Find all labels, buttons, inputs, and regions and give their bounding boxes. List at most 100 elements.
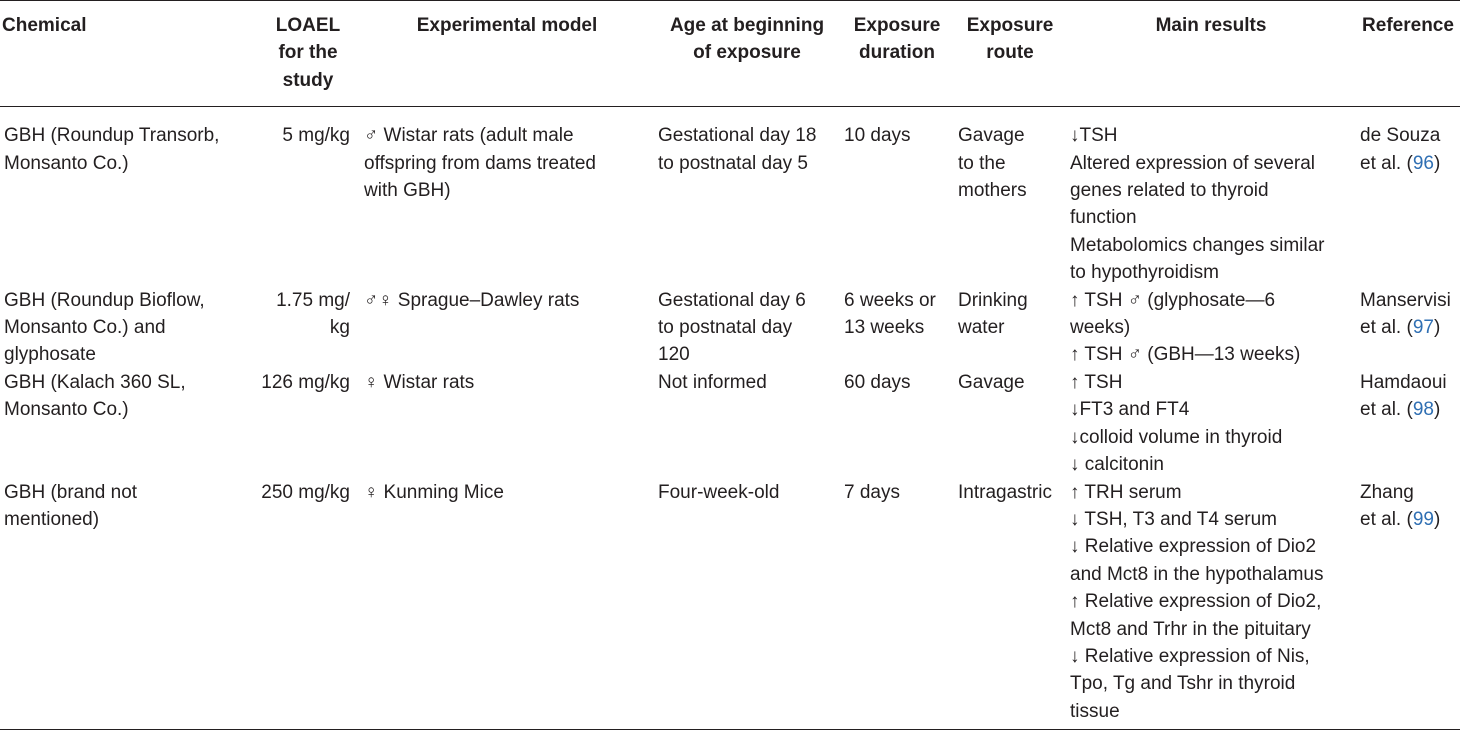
cell-line: GBH (Kalach 360 SL,	[4, 371, 186, 393]
header-row: Chemical LOAEL for the study Experimenta…	[0, 0, 1460, 108]
cell-line: ♀ Wistar rats	[364, 371, 475, 393]
reference-link[interactable]: 99	[1412, 508, 1434, 530]
cell-route: Intragastric	[954, 478, 1066, 731]
table-row: GBH (Roundup Transorb, Monsanto Co.) 5 mg/…	[0, 107, 1460, 287]
cell-line: to hypothyroidism	[1070, 262, 1219, 284]
cell-line: ♂ Wistar rats (adult male	[364, 125, 574, 147]
cell-line: ↓ TSH, T3 and T4 serum	[1070, 508, 1277, 530]
cell-line: weeks)	[1070, 317, 1131, 339]
cell-line: 120	[658, 344, 690, 366]
cell-line: 250 mg/kg	[261, 481, 350, 503]
reference-etal: et al. (	[1360, 399, 1413, 421]
cell-line: with GBH)	[364, 180, 451, 202]
cell-model: ♀ Wistar rats	[360, 369, 654, 479]
cell-line: Intragastric	[958, 481, 1052, 503]
header-results: Main results	[1066, 0, 1356, 108]
cell-line: Gavage	[958, 371, 1025, 393]
reference-etal: et al. (	[1360, 152, 1413, 174]
cell-line: ↑ TSH	[1070, 371, 1123, 393]
cell-line: Gestational day 6	[658, 289, 806, 311]
header-reference: Reference	[1356, 0, 1460, 108]
cell-route: Drinking water	[954, 287, 1066, 369]
reference-citation: et al. (96)	[1360, 150, 1456, 177]
cell-line: Monsanto Co.)	[4, 152, 129, 174]
cell-loael: 250 mg/kg	[256, 478, 360, 731]
cell-line: glyphosate	[4, 344, 96, 366]
reference-link[interactable]: 98	[1412, 399, 1434, 421]
cell-route: Gavage to the mothers	[954, 107, 1066, 287]
cell-line: 6 weeks or	[844, 289, 936, 311]
cell-line: GBH (Roundup Transorb,	[4, 125, 220, 147]
reference-citation: et al. (98)	[1360, 396, 1456, 423]
cell-chemical: GBH (Roundup Bioflow, Monsanto Co.) and gl…	[0, 287, 256, 369]
cell-line: Drinking	[958, 289, 1028, 311]
cell-line: Mct8 and Trhr in the pituitary	[1070, 618, 1311, 640]
cell-line: Altered expression of several	[1070, 152, 1316, 174]
reference-close: )	[1433, 508, 1441, 530]
cell-age: Four-week-old	[654, 478, 840, 731]
cell-line: Four-week-old	[658, 481, 780, 503]
header-duration: Exposure duration	[840, 0, 954, 108]
cell-duration: 6 weeks or 13 weeks	[840, 287, 954, 369]
reference-link[interactable]: 96	[1412, 152, 1434, 174]
cell-line: ↓ Relative expression of Dio2	[1070, 536, 1317, 558]
cell-line: to postnatal day	[658, 317, 793, 339]
cell-line: ↓ calcitonin	[1070, 454, 1164, 476]
cell-line: offspring from dams treated	[364, 152, 596, 174]
cell-line: Gavage	[958, 125, 1025, 147]
cell-line: ♀ Kunming Mice	[364, 481, 504, 503]
reference-author: Manservisi	[1360, 289, 1451, 311]
header-chemical: Chemical	[0, 0, 256, 108]
cell-line: 5 mg/kg	[282, 125, 350, 147]
cell-route: Gavage	[954, 369, 1066, 479]
cell-line: function	[1070, 207, 1137, 229]
reference-close: )	[1433, 317, 1441, 339]
cell-line: to postnatal day 5	[658, 152, 808, 174]
reference-close: )	[1433, 399, 1441, 421]
cell-line: 7 days	[844, 481, 900, 503]
cell-chemical: GBH (Roundup Transorb, Monsanto Co.)	[0, 107, 256, 287]
cell-results: ↑ TRH serum ↓ TSH, T3 and T4 serum ↓ Relat…	[1066, 478, 1356, 731]
reference-citation: et al. (99)	[1360, 506, 1456, 533]
cell-line: 126 mg/kg	[261, 371, 350, 393]
header-model: Experimental model	[360, 0, 654, 108]
cell-model: ♂ Wistar rats (adult male offspring from …	[360, 107, 654, 287]
cell-line: kg	[329, 317, 350, 339]
table-row: GBH (Kalach 360 SL, Monsanto Co.) 126 mg/k…	[0, 369, 1460, 479]
cell-results: ↑ TSH ↓FT3 and FT4 ↓colloid volume in thyr…	[1066, 369, 1356, 479]
cell-line: ♂♀ Sprague–Dawley rats	[364, 289, 580, 311]
header-age: Age at beginning of exposure	[654, 0, 840, 108]
cell-loael: 126 mg/kg	[256, 369, 360, 479]
reference-etal: et al. (	[1360, 508, 1413, 530]
cell-line: ↓TSH	[1070, 125, 1118, 147]
cell-model: ♂♀ Sprague–Dawley rats	[360, 287, 654, 369]
reference-etal: et al. (	[1360, 317, 1413, 339]
reference-citation: et al. (97)	[1360, 314, 1456, 341]
cell-results: ↓TSH Altered expression of several genes r…	[1066, 107, 1356, 287]
cell-model: ♀ Kunming Mice	[360, 478, 654, 731]
cell-line: ↑ TRH serum	[1070, 481, 1182, 503]
cell-age: Gestational day 6 to postnatal day 120	[654, 287, 840, 369]
header-loael: LOAEL for the study	[256, 0, 360, 108]
cell-line: Not informed	[658, 371, 767, 393]
cell-age: Gestational day 18 to postnatal day 5	[654, 107, 840, 287]
reference-author: Hamdaoui	[1360, 371, 1447, 393]
cell-duration: 10 days	[840, 107, 954, 287]
cell-line: GBH (brand not	[4, 481, 138, 503]
cell-reference: de Souza et al. (96)	[1356, 107, 1460, 287]
reference-author: de Souza	[1360, 125, 1441, 147]
cell-line: ↑ Relative expression of Dio2,	[1070, 591, 1322, 613]
reference-close: )	[1433, 152, 1441, 174]
reference-link[interactable]: 97	[1412, 317, 1434, 339]
cell-line: Tpo, Tg and Tshr in thyroid	[1070, 673, 1296, 695]
cell-line: Monsanto Co.)	[4, 399, 129, 421]
cell-line: genes related to thyroid	[1070, 180, 1269, 202]
table-row: GBH (brand not mentioned) 250 mg/kg ♀ Kunmi…	[0, 478, 1460, 731]
cell-line: ↓ Relative expression of Nis,	[1070, 645, 1310, 667]
cell-reference: Zhang et al. (99)	[1356, 478, 1460, 731]
cell-line: 60 days	[844, 371, 911, 393]
cell-line: 1.75 mg/	[276, 289, 350, 311]
cell-line: ↓FT3 and FT4	[1070, 399, 1190, 421]
